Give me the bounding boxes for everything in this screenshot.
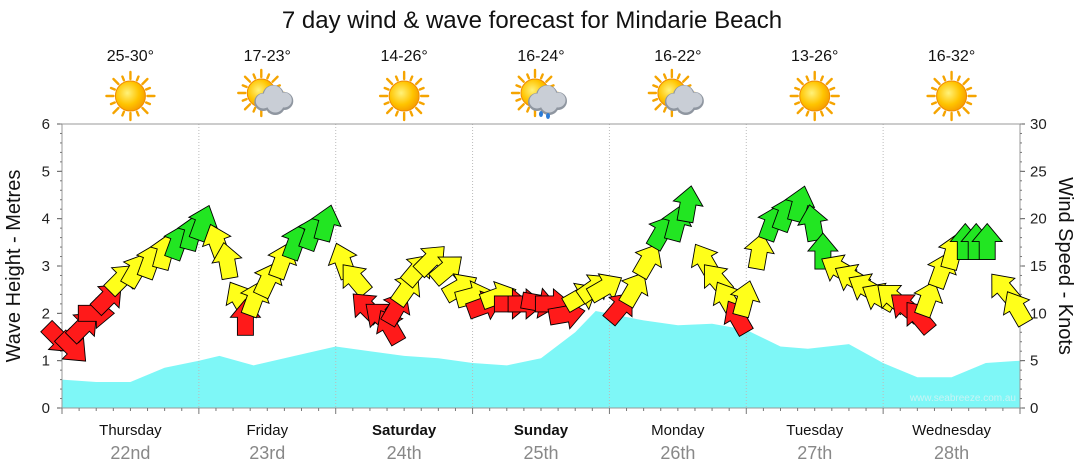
day-temperature: 14-26° [380, 48, 427, 65]
day-date-label: 22nd [110, 443, 150, 463]
day-temperature: 16-22° [654, 48, 701, 65]
sun-rays [926, 70, 977, 122]
sun-disc [936, 80, 968, 112]
day-name-label: Sunday [514, 422, 569, 439]
chart-title: 7 day wind & wave forecast for Mindarie … [282, 7, 782, 34]
sun-rays [789, 70, 840, 122]
wind-arrow [618, 272, 649, 309]
left-tick-label: 2 [42, 305, 50, 322]
credit-watermark: www.seabreeze.com.au [909, 393, 1016, 404]
sun-rays [378, 70, 430, 122]
raindrop [539, 111, 543, 117]
plot-area: 0 1 2 3 4 5 6 0 5 10 15 20 25 30 www.seabreeze.com.a… [40, 116, 1047, 417]
right-tick-label: 0 [1030, 400, 1038, 417]
raindrop [546, 113, 550, 119]
x-axis-labels: Thursday 22nd Friday 23rd Saturday 24th Sunday… [61, 408, 1021, 463]
partly-cloudy-icon [647, 68, 704, 118]
sun-disc [799, 80, 831, 112]
day-name-label: Saturday [372, 422, 437, 439]
day-name-label: Friday [246, 422, 288, 439]
left-tick-label: 1 [42, 353, 50, 370]
day-date-label: 23rd [249, 443, 285, 463]
day-date-label: 27th [797, 443, 832, 463]
cloud-shape [664, 85, 704, 115]
left-tick-label: 3 [42, 258, 50, 275]
weather-row: 25-30° 17-23° 14-26° 16-24° 16-22° 13-26° 16-3… [105, 48, 977, 122]
sunny-icon [789, 70, 840, 122]
wind-arrow [428, 256, 462, 287]
right-tick-label: 30 [1030, 116, 1047, 133]
right-tick-label: 20 [1030, 211, 1047, 228]
right-axis-label: Wind Speed - Knots [1054, 177, 1076, 355]
wind-arrow [672, 185, 704, 224]
wind-arrow [211, 242, 243, 281]
right-tick-label: 15 [1030, 258, 1047, 275]
wind-arrow [1002, 291, 1034, 328]
left-tick-label: 6 [42, 116, 50, 133]
wind-arrow [310, 204, 342, 243]
day-temperature: 25-30° [107, 48, 154, 65]
wind-arrows [40, 185, 1034, 362]
right-tick-label: 10 [1030, 305, 1047, 322]
right-tick-label: 25 [1030, 163, 1047, 180]
day-date-label: 28th [934, 443, 969, 463]
day-temperature: 13-26° [791, 48, 838, 65]
wind-arrow [971, 222, 1004, 261]
left-tick-label: 4 [42, 211, 50, 228]
right-axis: 0 5 10 15 20 25 30 [1020, 116, 1047, 417]
sun-rays [105, 70, 156, 122]
day-temperature: 16-24° [517, 48, 564, 65]
day-name-label: Tuesday [786, 422, 843, 439]
cloud-shape [528, 85, 567, 115]
sunny-icon [378, 70, 430, 122]
left-tick-label: 5 [42, 163, 50, 180]
sun-disc [114, 80, 146, 112]
wind-arrow [585, 273, 623, 304]
right-tick-label: 5 [1030, 353, 1038, 370]
day-name-label: Monday [651, 422, 705, 439]
day-date-label: 25th [523, 443, 558, 463]
left-axis-label: Wave Height - Metres [3, 170, 25, 363]
day-name-label: Thursday [99, 422, 162, 439]
day-temperature: 17-23° [244, 48, 291, 65]
wind-arrow [913, 280, 944, 319]
day-date-label: 26th [660, 443, 695, 463]
sunny-icon [926, 70, 977, 122]
showers-icon [510, 68, 567, 119]
day-name-label: Wednesday [912, 422, 991, 439]
left-tick-label: 0 [42, 400, 50, 417]
wave-height-area [62, 311, 1020, 408]
sun-disc [388, 80, 420, 112]
sunny-icon [105, 70, 156, 122]
wind-arrow [729, 280, 761, 319]
partly-cloudy-icon [237, 68, 294, 118]
wind-arrow [743, 232, 775, 271]
wind-arrow [797, 204, 829, 243]
day-temperature: 16-32° [928, 48, 975, 65]
left-axis: 0 1 2 3 4 5 6 [42, 116, 62, 417]
wind-arrow [631, 243, 663, 281]
cloud-shape [254, 85, 294, 115]
day-date-label: 24th [387, 443, 422, 463]
